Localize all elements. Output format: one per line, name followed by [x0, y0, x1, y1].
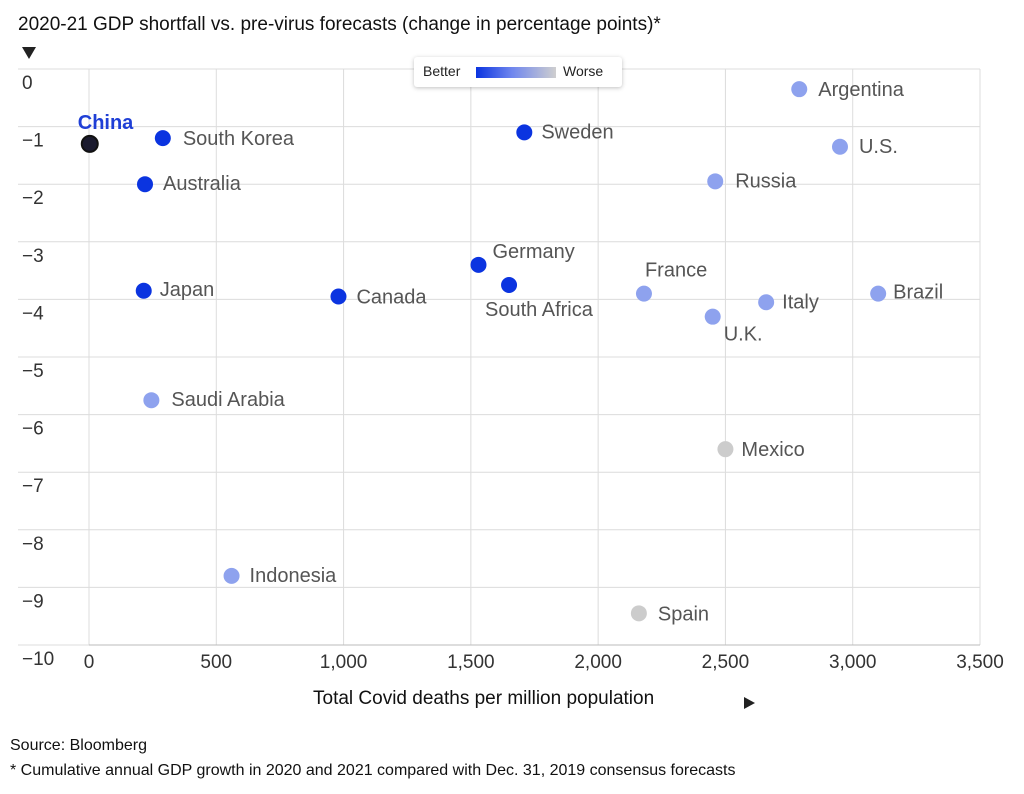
x-axis-label: Total Covid deaths per million populatio… — [313, 688, 655, 709]
y-tick-label: −6 — [22, 419, 44, 440]
label-italy: Italy — [782, 291, 819, 313]
x-tick-label: 500 — [200, 652, 232, 673]
label-china: China — [78, 112, 134, 134]
point-south-africa — [501, 277, 518, 293]
legend: Better Worse — [414, 57, 622, 87]
point-spain — [630, 605, 647, 622]
point-saudi-arabia — [143, 392, 160, 409]
point-germany — [470, 256, 487, 273]
point-russia — [707, 173, 724, 190]
data-points — [80, 81, 887, 622]
x-tick-labels: 0 500 1,000 1,500 2,000 2,500 3,000 3,500 — [84, 652, 1004, 673]
y-tick-labels: 0 −1 −2 −3 −4 −5 −6 −7 −8 −9 −10 — [22, 73, 54, 670]
label-u-k: U.K. — [724, 324, 763, 346]
x-tick-label: 1,000 — [320, 652, 368, 673]
x-tick-label: 1,500 — [447, 652, 495, 673]
point-france — [635, 285, 652, 302]
label-canada: Canada — [356, 287, 427, 309]
point-brazil — [870, 285, 887, 302]
y-tick-label: 0 — [22, 73, 33, 94]
label-indonesia: Indonesia — [250, 565, 338, 587]
y-axis-arrow-icon — [22, 47, 36, 59]
point-labels: China South Korea Australia Japan Canada Germ… — [78, 79, 943, 625]
label-brazil: Brazil — [893, 282, 943, 304]
label-germany: Germany — [492, 241, 574, 263]
label-south-africa: South Africa — [485, 299, 594, 321]
point-south-korea — [154, 130, 171, 147]
x-tick-label: 0 — [84, 652, 95, 673]
scatter-chart: 0 −1 −2 −3 −4 −5 −6 −7 −8 −9 −10 0 500 1,000 1,500 2,0… — [18, 68, 1004, 673]
point-argentina — [791, 81, 808, 98]
x-tick-label: 2,500 — [702, 652, 750, 673]
label-japan: Japan — [160, 279, 215, 301]
y-tick-label: −7 — [22, 476, 44, 497]
y-tick-label: −10 — [22, 649, 54, 670]
point-u-s — [831, 138, 848, 155]
y-tick-label: −4 — [22, 303, 44, 324]
x-tick-label: 2,000 — [574, 652, 622, 673]
y-tick-label: −9 — [22, 591, 44, 612]
point-italy — [758, 294, 775, 311]
y-tick-label: −3 — [22, 246, 44, 267]
point-indonesia — [223, 567, 240, 584]
legend-gradient — [476, 67, 556, 78]
point-japan — [135, 282, 152, 299]
y-tick-label: −5 — [22, 361, 44, 382]
label-australia: Australia — [163, 173, 242, 195]
point-sweden — [516, 124, 533, 141]
x-tick-label: 3,000 — [829, 652, 877, 673]
legend-better-label: Better — [423, 63, 461, 79]
label-saudi-arabia: Saudi Arabia — [171, 389, 285, 411]
label-argentina: Argentina — [818, 79, 904, 101]
y-tick-label: −2 — [22, 188, 44, 209]
chart-title: 2020-21 GDP shortfall vs. pre-virus fore… — [18, 14, 661, 35]
label-russia: Russia — [735, 170, 797, 192]
point-canada — [330, 288, 347, 305]
x-tick-label: 3,500 — [956, 652, 1004, 673]
grid-lines — [18, 68, 981, 646]
source-note: Source: Bloomberg — [10, 737, 147, 754]
footnote: * Cumulative annual GDP growth in 2020 a… — [10, 762, 736, 779]
point-china — [80, 134, 99, 153]
label-sweden: Sweden — [541, 121, 613, 143]
point-mexico — [717, 441, 734, 458]
y-tick-label: −8 — [22, 534, 44, 555]
label-mexico: Mexico — [741, 439, 804, 461]
label-spain: Spain — [658, 603, 709, 625]
point-u-k — [704, 308, 721, 325]
point-australia — [137, 176, 154, 193]
legend-worse-label: Worse — [563, 63, 604, 79]
label-u-s: U.S. — [859, 136, 898, 158]
label-south-korea: South Korea — [183, 128, 295, 150]
x-axis-arrow-icon — [744, 697, 755, 709]
label-france: France — [645, 260, 707, 282]
y-tick-label: −1 — [22, 131, 44, 152]
